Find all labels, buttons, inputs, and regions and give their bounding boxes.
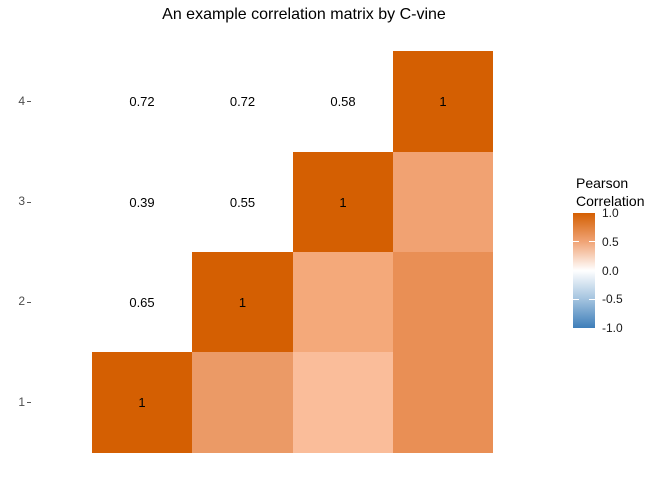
- legend-tick-mark: [589, 241, 595, 243]
- legend-tick-mark: [573, 298, 579, 300]
- y-axis-label: 3: [18, 194, 25, 208]
- matrix-tile: [393, 352, 493, 453]
- matrix-tile: 1: [393, 51, 493, 152]
- tile-label: 1: [138, 395, 146, 410]
- matrix-tile: [293, 352, 393, 453]
- matrix-tile: 1: [92, 352, 192, 453]
- y-axis-label: 1: [18, 394, 25, 409]
- y-axis-tick: [27, 402, 31, 403]
- matrix-tile: [192, 352, 293, 453]
- tile-label: 1: [339, 194, 347, 210]
- legend-tick-mark: [589, 298, 595, 300]
- y-axis-label: 4: [18, 93, 25, 108]
- matrix-value: 0.72: [129, 94, 155, 109]
- matrix-tile: [393, 252, 493, 352]
- legend-tick-label: 1.0: [602, 206, 619, 220]
- matrix-tile: 1: [192, 252, 293, 352]
- plot-title: An example correlation matrix by C-vine: [162, 6, 446, 23]
- y-axis-tick: [27, 201, 31, 203]
- matrix-value: 0.58: [330, 94, 356, 109]
- tile-label: 1: [238, 294, 247, 310]
- y-axis-label: 2: [18, 294, 25, 308]
- matrix-tile: [393, 152, 493, 252]
- matrix-value: 0.39: [129, 194, 155, 210]
- legend-tick-mark: [573, 241, 579, 243]
- matrix-value: 0.55: [229, 194, 256, 210]
- y-axis-tick: [27, 101, 31, 102]
- legend-tick-label: -0.5: [602, 292, 623, 307]
- matrix-value: 0.72: [229, 94, 256, 109]
- legend-title: Pearson Correlation: [576, 174, 644, 210]
- legend-title-line2: Correlation: [576, 193, 645, 209]
- legend-colorbar: [573, 213, 595, 328]
- matrix-tile: 1: [293, 152, 393, 252]
- matrix-tile: [293, 252, 393, 352]
- tile-label: 1: [439, 94, 447, 109]
- legend-tick-label: 0.0: [602, 263, 619, 278]
- matrix-value: 0.65: [129, 294, 155, 310]
- legend-tick-label: 0.5: [602, 234, 619, 249]
- y-axis-tick: [27, 301, 31, 303]
- legend-tick-label: -1.0: [602, 321, 623, 335]
- legend-title-line1: Pearson: [576, 175, 629, 191]
